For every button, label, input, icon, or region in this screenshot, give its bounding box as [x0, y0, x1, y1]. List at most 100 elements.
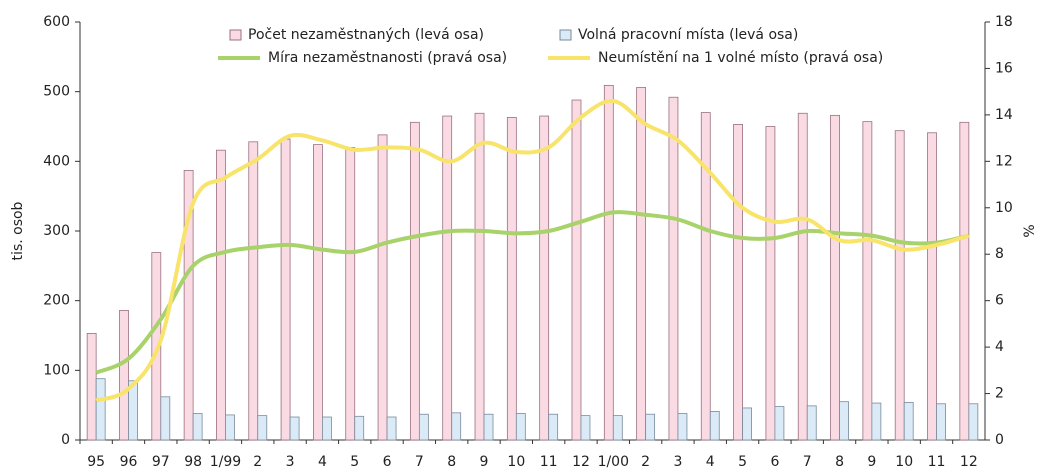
bar — [709, 411, 720, 441]
x-tick-label: 95 — [87, 454, 105, 470]
y-tick-label: 0 — [61, 432, 70, 448]
bar — [539, 115, 550, 441]
bar — [151, 252, 162, 441]
x-tick-label: 1/99 — [210, 454, 241, 470]
y-tick-label: 100 — [43, 362, 70, 378]
x-tick-label: 3 — [673, 454, 682, 470]
y-tick-label: 600 — [43, 14, 70, 30]
bar — [677, 413, 688, 441]
y-tick-label: 300 — [43, 223, 70, 239]
x-tick-label: 5 — [738, 454, 747, 470]
legend-swatch — [229, 29, 242, 41]
bar — [128, 380, 138, 441]
x-tick-label: 96 — [120, 454, 138, 470]
legend-swatch — [559, 29, 572, 41]
bar — [797, 112, 808, 441]
bar — [774, 406, 785, 441]
bar — [409, 121, 420, 441]
x-tick-label: 9 — [867, 454, 876, 470]
bar — [765, 126, 776, 441]
bar — [160, 396, 171, 441]
bar — [936, 403, 946, 441]
bar — [483, 413, 494, 441]
y2-tick-label: 16 — [995, 60, 1013, 76]
bar — [95, 378, 106, 441]
bar — [345, 146, 356, 441]
x-tick-label: 10 — [507, 454, 525, 470]
bar — [839, 401, 849, 441]
legend-label: Počet nezaměstnaných (levá osa) — [248, 27, 484, 43]
x-tick-label: 3 — [286, 454, 295, 470]
x-tick-label: 8 — [835, 454, 844, 470]
bar — [192, 413, 203, 441]
y2-tick-label: 0 — [995, 432, 1004, 448]
x-tick-label: 4 — [706, 454, 715, 470]
bar — [451, 412, 462, 441]
y-tick-label: 200 — [43, 293, 70, 309]
x-tick-label: 6 — [770, 454, 779, 470]
y2-tick-label: 10 — [995, 200, 1013, 216]
bar — [418, 413, 429, 441]
bar — [183, 169, 194, 441]
y2-tick-label: 14 — [995, 107, 1013, 123]
bar — [548, 413, 559, 441]
bar — [515, 413, 526, 441]
legend-label: Neumístění na 1 volné místo (pravá osa) — [598, 50, 883, 66]
x-tick-label: 5 — [350, 454, 359, 470]
bar — [862, 121, 873, 441]
x-tick-label: 10 — [895, 454, 913, 470]
bar — [668, 96, 679, 441]
bar — [700, 112, 711, 441]
bar — [927, 132, 937, 441]
x-tick-label: 12 — [572, 454, 590, 470]
y2-tick-label: 8 — [995, 246, 1004, 262]
legend-label: Míra nezaměstnanosti (pravá osa) — [268, 50, 507, 66]
x-tick-label: 9 — [480, 454, 489, 470]
bar — [871, 402, 882, 441]
bar — [603, 84, 614, 441]
bar — [86, 333, 97, 441]
x-tick-label: 11 — [540, 454, 558, 470]
x-tick-label: 7 — [415, 454, 424, 470]
x-tick-label: 7 — [803, 454, 812, 470]
x-tick-label: 6 — [383, 454, 392, 470]
bar — [442, 115, 453, 441]
x-tick-label: 2 — [641, 454, 650, 470]
bar — [636, 87, 647, 441]
x-tick-label: 1/00 — [598, 454, 629, 470]
bar — [580, 415, 591, 441]
x-tick-label: 98 — [184, 454, 202, 470]
y2-tick-label: 6 — [995, 293, 1004, 309]
bar — [903, 401, 914, 441]
bar — [386, 416, 397, 441]
y-tick-label: 500 — [43, 84, 70, 100]
x-tick-label: 12 — [960, 454, 978, 470]
bar — [289, 416, 300, 441]
bar — [216, 149, 226, 441]
y2-tick-label: 18 — [995, 14, 1013, 30]
bar — [354, 415, 365, 441]
bar — [830, 114, 840, 441]
bar — [248, 141, 259, 441]
y-tick-label: 400 — [43, 153, 70, 169]
bar — [571, 99, 582, 441]
bar — [474, 112, 485, 441]
bar — [959, 121, 970, 441]
x-tick-label: 97 — [152, 454, 170, 470]
bar — [894, 130, 905, 441]
y2-tick-label: 2 — [995, 386, 1004, 402]
bar — [322, 416, 332, 441]
x-tick-label: 4 — [318, 454, 327, 470]
legend-label: Volná pracovní místa (levá osa) — [578, 27, 798, 43]
x-tick-label: 11 — [928, 454, 946, 470]
y-axis-label: tis. osob — [10, 201, 26, 260]
bar — [506, 117, 517, 441]
bar — [645, 413, 656, 441]
bar — [377, 134, 388, 441]
bar — [612, 415, 623, 441]
x-tick-label: 8 — [447, 454, 456, 470]
x-tick-label: 2 — [253, 454, 262, 470]
bar — [257, 415, 268, 441]
bar — [313, 144, 323, 441]
